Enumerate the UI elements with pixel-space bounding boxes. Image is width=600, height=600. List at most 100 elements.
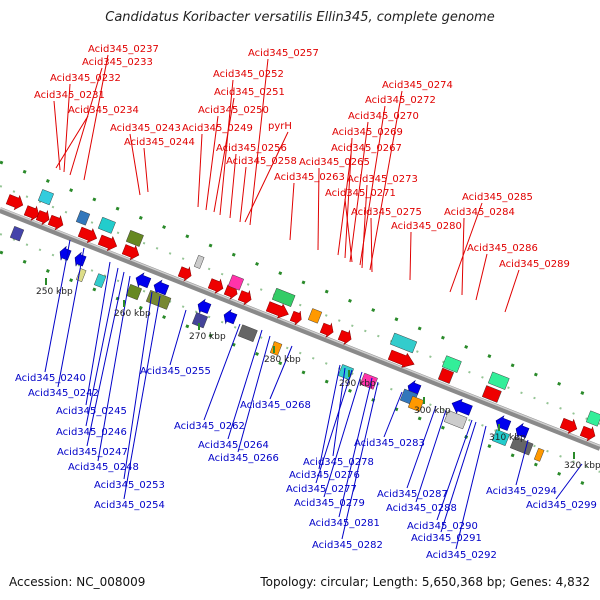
- bottom-gene-label[interactable]: Acid345_0278: [303, 457, 374, 468]
- bottom-gene-label[interactable]: Acid345_0248: [68, 462, 139, 473]
- gene-feature[interactable]: [23, 203, 42, 222]
- top-gene-label[interactable]: Acid345_0270: [348, 111, 419, 122]
- gene-feature[interactable]: [407, 395, 424, 412]
- gene-feature[interactable]: [221, 308, 238, 326]
- bottom-gene-label[interactable]: Acid345_0291: [411, 533, 482, 544]
- top-gene-label[interactable]: Acid345_0269: [332, 127, 403, 138]
- gene-feature[interactable]: [585, 410, 600, 427]
- top-gene-label[interactable]: Acid345_0289: [499, 259, 570, 270]
- gene-feature[interactable]: [269, 341, 283, 356]
- gene-feature[interactable]: [481, 385, 502, 403]
- gene-feature[interactable]: [237, 288, 254, 306]
- gene-feature[interactable]: [125, 284, 142, 301]
- top-gene-label[interactable]: Acid345_0267: [331, 143, 402, 154]
- gene-feature[interactable]: [47, 213, 66, 232]
- top-gene-label[interactable]: Acid345_0275: [351, 207, 422, 218]
- top-gene-label[interactable]: Acid345_0284: [444, 207, 515, 218]
- gene-feature[interactable]: [145, 289, 172, 310]
- bottom-gene-label[interactable]: Acid345_0281: [309, 518, 380, 529]
- bottom-gene-label[interactable]: Acid345_0299: [526, 500, 597, 511]
- bottom-gene-label[interactable]: Acid345_0262: [174, 421, 245, 432]
- gene-feature[interactable]: [193, 254, 205, 269]
- bottom-gene-label[interactable]: Acid345_0246: [56, 427, 127, 438]
- top-gene-label[interactable]: Acid345_0250: [198, 105, 269, 116]
- top-gene-label[interactable]: Acid345_0257: [248, 48, 319, 59]
- bottom-gene-label[interactable]: Acid345_0240: [15, 373, 86, 384]
- top-gene-label[interactable]: Acid345_0280: [391, 221, 462, 232]
- gene-feature[interactable]: [57, 245, 72, 263]
- bottom-gene-label[interactable]: Acid345_0283: [354, 438, 425, 449]
- gene-feature[interactable]: [97, 216, 116, 234]
- gene-feature[interactable]: [227, 274, 244, 291]
- gene-feature[interactable]: [271, 287, 296, 307]
- gene-feature[interactable]: [319, 321, 336, 339]
- bottom-gene-label[interactable]: Acid345_0242: [28, 388, 99, 399]
- gene-feature[interactable]: [441, 355, 462, 373]
- bottom-gene-label[interactable]: Acid345_0254: [94, 500, 165, 511]
- gene-feature[interactable]: [437, 367, 454, 384]
- gene-feature[interactable]: [9, 225, 25, 242]
- bottom-gene-label[interactable]: Acid345_0253: [94, 480, 165, 491]
- gene-feature[interactable]: [509, 436, 534, 456]
- gene-feature[interactable]: [207, 276, 226, 295]
- gene-feature[interactable]: [75, 210, 91, 226]
- top-gene-label[interactable]: Acid345_0237: [88, 44, 159, 55]
- top-gene-label[interactable]: Acid345_0258: [226, 156, 297, 167]
- gene-feature[interactable]: [449, 396, 473, 417]
- gene-feature[interactable]: [191, 312, 208, 329]
- bottom-gene-label[interactable]: Acid345_0287: [377, 489, 448, 500]
- top-gene-label[interactable]: Acid345_0265: [299, 157, 370, 168]
- gene-feature[interactable]: [151, 278, 170, 297]
- top-gene-label[interactable]: Acid345_0231: [34, 90, 105, 101]
- gene-feature[interactable]: [237, 324, 258, 343]
- gene-feature[interactable]: [77, 225, 99, 246]
- bottom-gene-label[interactable]: Acid345_0268: [240, 400, 311, 411]
- gene-feature[interactable]: [579, 424, 598, 443]
- gene-feature[interactable]: [35, 208, 52, 226]
- bottom-gene-label[interactable]: Acid345_0245: [56, 406, 127, 417]
- gene-feature[interactable]: [133, 271, 152, 290]
- gene-feature[interactable]: [443, 410, 468, 430]
- gene-feature[interactable]: [337, 328, 354, 346]
- gene-feature[interactable]: [289, 309, 304, 327]
- gene-feature[interactable]: [389, 332, 418, 354]
- gene-feature[interactable]: [72, 251, 87, 269]
- gene-feature[interactable]: [513, 422, 530, 440]
- gene-feature[interactable]: [97, 233, 119, 254]
- gene-feature[interactable]: [5, 192, 25, 212]
- top-gene-label[interactable]: Acid345_0256: [216, 143, 287, 154]
- gene-feature[interactable]: [559, 416, 579, 436]
- gene-feature[interactable]: [491, 429, 510, 447]
- bottom-gene-label[interactable]: Acid345_0288: [386, 503, 457, 514]
- gene-feature[interactable]: [195, 298, 212, 316]
- top-gene-label[interactable]: Acid345_0285: [462, 192, 533, 203]
- gene-feature[interactable]: [93, 273, 107, 288]
- top-gene-label[interactable]: Acid345_0263: [274, 172, 345, 183]
- bottom-gene-label[interactable]: Acid345_0292: [426, 550, 497, 561]
- gene-feature[interactable]: [37, 189, 54, 206]
- top-gene-label[interactable]: Acid345_0271: [325, 188, 396, 199]
- gene-feature[interactable]: [387, 348, 417, 372]
- top-gene-label[interactable]: Acid345_0274: [382, 80, 453, 91]
- bottom-gene-label[interactable]: Acid345_0290: [407, 521, 478, 532]
- top-gene-label[interactable]: Acid345_0244: [124, 137, 195, 148]
- bottom-gene-label[interactable]: Acid345_0294: [486, 486, 557, 497]
- bottom-gene-label[interactable]: Acid345_0276: [289, 470, 360, 481]
- top-gene-label[interactable]: Acid345_0252: [213, 69, 284, 80]
- bottom-gene-label[interactable]: Acid345_0282: [312, 540, 383, 551]
- top-gene-label[interactable]: Acid345_0234: [68, 105, 139, 116]
- top-gene-label[interactable]: Acid345_0243: [110, 123, 181, 134]
- bottom-gene-label[interactable]: Acid345_0247: [57, 447, 128, 458]
- top-gene-label[interactable]: Acid345_0251: [214, 87, 285, 98]
- top-gene-label[interactable]: Acid345_0233: [82, 57, 153, 68]
- bottom-gene-label[interactable]: Acid345_0279: [294, 498, 365, 509]
- bottom-gene-label[interactable]: Acid345_0266: [208, 453, 279, 464]
- gene-feature[interactable]: [307, 308, 323, 324]
- top-gene-label[interactable]: Acid345_0249: [182, 123, 253, 134]
- gene-feature[interactable]: [533, 447, 545, 462]
- bottom-gene-label[interactable]: Acid345_0255: [140, 366, 211, 377]
- top-gene-label[interactable]: pyrH: [268, 121, 292, 132]
- gene-feature[interactable]: [487, 371, 510, 390]
- top-gene-label[interactable]: Acid345_0272: [365, 95, 436, 106]
- gene-feature[interactable]: [265, 299, 291, 321]
